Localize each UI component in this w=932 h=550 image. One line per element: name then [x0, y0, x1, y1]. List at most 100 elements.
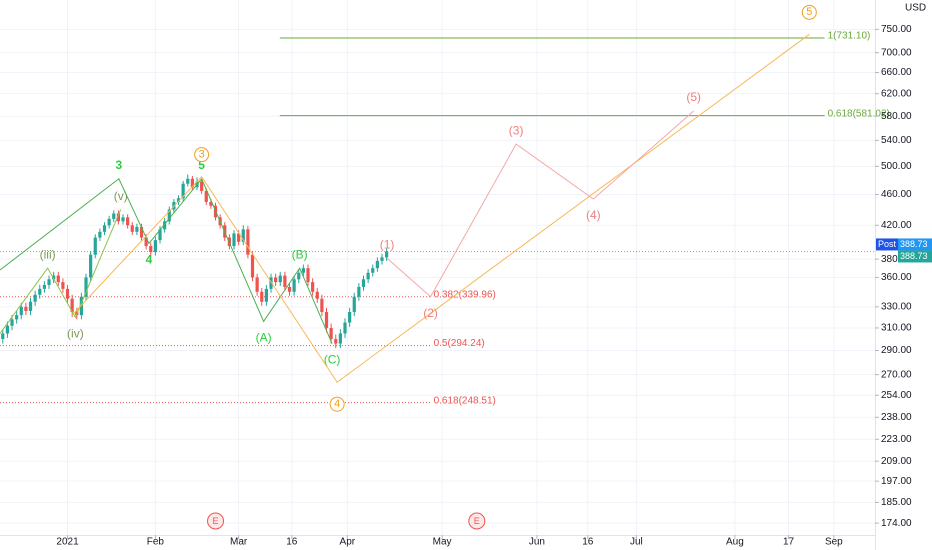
candle-body — [278, 275, 282, 283]
currency: USD — [905, 3, 926, 14]
y-tick-label: 270.00 — [881, 369, 912, 380]
candle-body — [380, 257, 384, 261]
candle-body — [112, 213, 116, 219]
candle-body — [33, 294, 37, 302]
x-tick-label: Apr — [340, 537, 356, 548]
candle-body — [47, 279, 51, 286]
wave-line — [0, 209, 122, 334]
candle-body — [255, 277, 259, 292]
wave-label: (A) — [256, 331, 272, 345]
y-tick-label: 660.00 — [881, 67, 912, 78]
y-tick-label: 460.00 — [881, 189, 912, 200]
candle-body — [139, 226, 144, 238]
y-tick-label: 209.00 — [881, 456, 912, 467]
wave-label: (2) — [423, 306, 438, 320]
y-tick-label: 254.00 — [881, 390, 912, 401]
candle-body — [38, 288, 42, 295]
wave-label: 5 — [806, 6, 812, 18]
candle-body — [42, 285, 46, 289]
x-tick-label: 2021 — [56, 537, 79, 548]
y-tick-label: 238.00 — [881, 412, 912, 423]
candle-body — [292, 279, 296, 292]
wave-label: 3 — [199, 149, 205, 161]
plot-area: 1(731.10) 0.618(581.02) 0.382(339.96) 0.5(2… — [0, 0, 890, 535]
close-price-value: 388.73 — [900, 251, 928, 261]
candle-body — [98, 231, 102, 238]
candle-body — [24, 306, 28, 311]
wave-line — [0, 177, 333, 344]
wave-label-circle — [329, 396, 345, 412]
y-tick-label: 290.00 — [881, 345, 912, 356]
candle-body — [260, 291, 264, 302]
candle-body — [89, 254, 93, 278]
earnings-label: E — [474, 516, 480, 526]
candle-body — [15, 315, 19, 320]
candle-body — [28, 301, 33, 311]
candle-body — [107, 218, 111, 226]
candle-body — [5, 325, 9, 334]
last-price-tag — [876, 238, 898, 251]
wave-label: (1) — [380, 237, 395, 251]
candle-body — [209, 201, 213, 206]
candle-body — [311, 282, 315, 292]
candle-body — [375, 260, 379, 269]
candle-body — [61, 282, 65, 289]
candle-body — [320, 298, 324, 312]
candle-body — [19, 306, 23, 316]
fib-level-label: 0.618(581.02) — [828, 108, 890, 119]
candle-body — [329, 327, 333, 340]
wave-label: (3) — [509, 123, 524, 137]
wave-label: 4 — [146, 253, 153, 267]
candle-body — [343, 322, 347, 334]
x-tick-label: 16 — [286, 537, 298, 548]
y-tick-label: 540.00 — [881, 135, 912, 146]
candle-body — [126, 217, 130, 226]
wave-label: 3 — [116, 158, 123, 172]
wave-label: (B) — [292, 247, 308, 261]
candle-body — [158, 229, 162, 241]
candle-body — [283, 275, 287, 287]
candle-body — [1, 333, 5, 340]
x-tick-label: Feb — [147, 537, 165, 548]
y-tick-label: 330.00 — [881, 301, 912, 312]
wave-label-circle — [194, 147, 210, 163]
candle-body — [306, 268, 310, 283]
wave-label: (4) — [586, 208, 601, 222]
last-price-badge — [898, 238, 932, 251]
earnings-marker — [207, 512, 225, 530]
candle-body — [366, 272, 370, 280]
earnings-marker — [468, 512, 486, 530]
earnings-label: E — [213, 516, 219, 526]
y-tick-label: 580.00 — [881, 111, 912, 122]
y-tick-label: 700.00 — [881, 47, 912, 58]
candle-body — [274, 277, 278, 283]
candle-body — [52, 275, 56, 280]
candle-body — [361, 279, 366, 287]
wave-line — [71, 33, 810, 383]
x-tick-label: Jun — [529, 537, 545, 548]
y-tick-label: 620.00 — [881, 88, 912, 99]
candle-body — [163, 221, 167, 230]
candle-body — [204, 190, 208, 202]
candle-body — [348, 311, 352, 323]
candle-body — [190, 178, 194, 188]
fib-level-label: 1(731.10) — [828, 31, 871, 42]
fib-level-label: 0.5(294.24) — [434, 338, 485, 349]
candle-body — [65, 288, 70, 299]
candle-body — [315, 291, 319, 299]
candle-body — [153, 240, 157, 253]
candle-body — [135, 226, 139, 232]
candle-body — [297, 272, 301, 280]
x-tick-label: 16 — [582, 537, 594, 548]
last-price-value: 388.73 — [900, 239, 928, 249]
candle-body — [338, 333, 342, 344]
candle-body — [246, 229, 250, 255]
candle-body — [237, 233, 241, 242]
last-price-tag-label: Post — [878, 239, 897, 249]
candle-body — [301, 268, 305, 273]
candle-body — [181, 183, 185, 199]
candle-body — [121, 217, 125, 222]
candle-body — [116, 213, 120, 222]
y-tick-label: 197.00 — [881, 476, 912, 487]
candle-body — [10, 319, 14, 326]
